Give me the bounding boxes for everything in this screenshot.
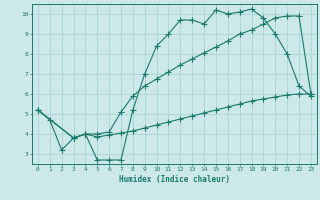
X-axis label: Humidex (Indice chaleur): Humidex (Indice chaleur) [119,175,230,184]
